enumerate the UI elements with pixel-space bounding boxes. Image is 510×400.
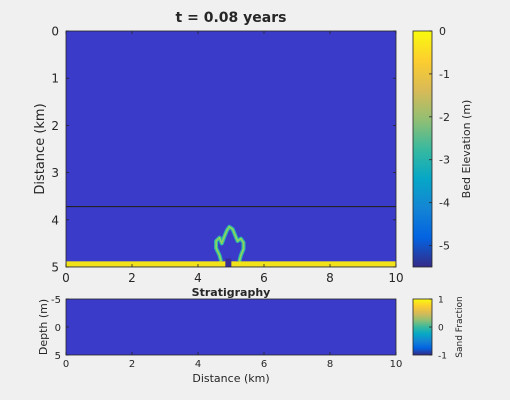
strat-y-tick-label: 5 bbox=[55, 351, 61, 362]
strat-colorbar-tick-label: 0 bbox=[438, 324, 444, 334]
colorbar-tick-label: -2 bbox=[439, 111, 450, 124]
main-y-tick-label: 2 bbox=[51, 119, 59, 133]
colorbar-tick-label: -5 bbox=[439, 240, 450, 253]
colorbar-ticks: 0 -1 -2 -3 -4 -5 bbox=[429, 25, 450, 253]
strat-colorbar-ticks: 1 0 -1 bbox=[429, 296, 447, 362]
strat-y-tick-label: -5 bbox=[51, 295, 61, 306]
strat-x-tick-label: 10 bbox=[390, 359, 403, 370]
lobe-outline-inner bbox=[215, 226, 245, 262]
main-x-tick-label: 10 bbox=[388, 271, 403, 285]
main-x-tick-label: 2 bbox=[128, 271, 136, 285]
stratigraphy-chart: Stratigraphy 0 2 4 6 8 10 -505 Distance (km) … bbox=[37, 286, 402, 385]
colorbar-tick-label: -3 bbox=[439, 154, 450, 167]
main-y-tick-label: 3 bbox=[51, 166, 59, 180]
colorbar-label: Bed Elevation (m) bbox=[460, 100, 473, 199]
feeder-channel bbox=[225, 258, 232, 267]
main-x-tick-label: 6 bbox=[260, 271, 268, 285]
strat-colorbar-label: Sand Fraction bbox=[455, 296, 465, 357]
main-x-tick-label: 8 bbox=[326, 271, 334, 285]
main-y-axis: 0 1 2 3 4 5 bbox=[51, 25, 396, 275]
strat-y-axis: -5 0 5 bbox=[51, 295, 69, 362]
strat-x-axis: 0 2 4 6 8 10 bbox=[63, 352, 403, 370]
main-x-axis: 0 2 4 6 8 10 bbox=[62, 31, 404, 285]
strat-x-axis-label: Distance (km) bbox=[192, 372, 269, 385]
bed-elevation-colorbar: 0 -1 -2 -3 -4 -5 Bed Elevation (m) bbox=[412, 25, 473, 268]
bed-elevation-chart: t = 0.08 years 0 2 4 6 8 10 0 1 2 3 4 5 Distance (… bbox=[33, 10, 404, 285]
strat-x-tick-label: 6 bbox=[261, 359, 267, 370]
main-x-tick-label: 0 bbox=[62, 271, 70, 285]
colorbar-gradient bbox=[412, 30, 433, 268]
main-plot-background bbox=[66, 31, 396, 267]
strat-plot-area bbox=[65, 298, 397, 356]
strat-x-tick-label: 4 bbox=[195, 359, 201, 370]
strat-colorbar-tick-label: 1 bbox=[438, 296, 444, 306]
strat-y-axis-label: Depth (m) bbox=[37, 299, 50, 355]
strat-title: Stratigraphy bbox=[192, 286, 271, 299]
colorbar-tick-label: 0 bbox=[439, 25, 446, 38]
lobe-deposit bbox=[214, 224, 246, 262]
main-y-tick-label: 0 bbox=[51, 25, 59, 39]
main-y-tick-label: 1 bbox=[51, 72, 59, 86]
main-x-tick-label: 4 bbox=[194, 271, 202, 285]
strat-x-tick-label: 2 bbox=[129, 359, 135, 370]
colorbar-tick-label: -4 bbox=[439, 197, 450, 210]
main-title: t = 0.08 years bbox=[176, 10, 287, 26]
main-y-tick-label: 5 bbox=[51, 261, 59, 275]
main-y-axis-label: Distance (km) bbox=[33, 103, 48, 194]
colorbar-tick-label: -1 bbox=[439, 68, 450, 81]
strat-x-tick-label: 0 bbox=[63, 359, 69, 370]
sand-fraction-colorbar: 1 0 -1 Sand Fraction bbox=[412, 296, 465, 362]
strat-y-tick-label: 0 bbox=[55, 323, 61, 334]
main-y-tick-label: 4 bbox=[51, 213, 59, 227]
main-plot-frame bbox=[65, 30, 397, 268]
strat-colorbar-tick-label: -1 bbox=[438, 352, 447, 362]
strat-x-tick-label: 8 bbox=[327, 359, 333, 370]
